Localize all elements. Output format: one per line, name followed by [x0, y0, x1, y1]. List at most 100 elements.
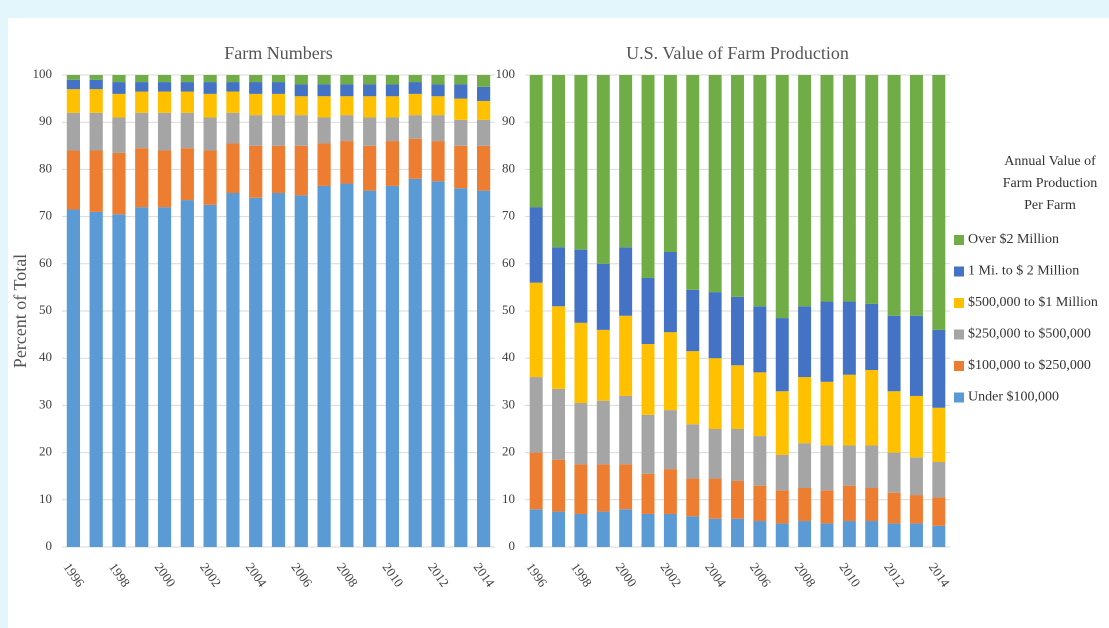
y-axis-label: Percent of Total [10, 254, 30, 368]
bar-segment [363, 117, 377, 146]
bar-segment [574, 75, 588, 250]
x-tick-label: 2000 [152, 560, 179, 590]
bar-segment [775, 490, 789, 524]
bar-segment [317, 84, 331, 97]
bar-segment [385, 75, 400, 85]
bar-segment [317, 96, 331, 118]
bar-segment [454, 119, 468, 146]
bar-segment [932, 525, 946, 547]
bar-segment [820, 490, 834, 524]
bar-segment [157, 82, 172, 92]
bar-segment [909, 457, 923, 496]
y-tick-label: 0 [46, 538, 53, 553]
bar-segment [340, 96, 354, 116]
bar-segment [135, 75, 149, 83]
bar-segment [385, 84, 400, 97]
y-tick-label: 50 [502, 302, 515, 317]
page: Farm Numbers Percent of Total 0 10 20 30 40 50 6… [8, 18, 1109, 628]
y-tick-label: 70 [502, 208, 515, 223]
bar-segment [909, 395, 923, 458]
legend-label: $250,000 to $500,000 [968, 327, 1091, 342]
bar-segment [708, 429, 722, 479]
bar-segment [363, 190, 377, 547]
legend-label: $500,000 to $1 Million [968, 295, 1098, 310]
bar-segment [529, 75, 543, 208]
y-tick-label: 60 [39, 255, 52, 270]
bar-segment [731, 480, 744, 519]
bar-segment [932, 462, 946, 498]
legend-swatch [954, 298, 964, 308]
x-tick-label: 2014 [471, 560, 498, 590]
bar-segment [294, 115, 308, 146]
bar-segment [476, 86, 491, 101]
bar-segment [529, 452, 543, 510]
bar-segment [842, 75, 856, 302]
bar-segment [89, 150, 103, 212]
x-tick-label: 2008 [792, 560, 819, 590]
legend-swatch [954, 392, 964, 403]
bar-segment [641, 75, 655, 278]
bar-segment [340, 141, 354, 184]
bar-segment [596, 75, 610, 264]
bar-segment [408, 93, 422, 116]
chart-title: U.S. Value of Farm Production [626, 43, 849, 63]
bar-segment [574, 464, 588, 514]
bar-segment [708, 518, 722, 547]
bar-segment [842, 301, 856, 375]
x-tick-label: 2006 [747, 560, 774, 590]
bar-segment [753, 436, 767, 486]
bar-segment [552, 75, 566, 248]
x-tick-label: 2014 [926, 560, 953, 590]
x-tick-label: 1998 [106, 560, 133, 590]
bar-segment [226, 82, 240, 92]
bar-segment [157, 150, 172, 208]
bar-segment [574, 403, 588, 465]
bar-segment [909, 495, 923, 524]
bar-segment [663, 332, 677, 411]
bar-segment [619, 75, 633, 248]
y-tick-label: 50 [39, 302, 52, 317]
bar-segment [112, 117, 126, 153]
bar-segment [294, 84, 308, 97]
bar-segment [112, 75, 126, 83]
bar-segment [641, 277, 655, 345]
bar-segment [385, 117, 400, 142]
bar-segment [686, 75, 700, 290]
x-tick-label: 1998 [568, 560, 595, 590]
bar-segment [135, 207, 149, 547]
bar-segment [798, 377, 812, 444]
bar-segment [476, 100, 491, 120]
x-tick-label: 2012 [881, 560, 908, 590]
bar-segment [775, 75, 789, 319]
bar-segment [454, 75, 468, 85]
bar-segment [317, 117, 331, 144]
y-tick-label: 70 [39, 208, 52, 223]
bar-segment [476, 75, 491, 87]
bar-segment [226, 75, 240, 83]
bar-segment [271, 193, 286, 547]
bar-segment [865, 75, 879, 304]
bar-segment [454, 188, 468, 547]
bar-segment [820, 523, 834, 547]
x-tick-label: 1996 [60, 560, 87, 590]
bar-segment [249, 75, 263, 83]
bar-segment [865, 488, 879, 522]
bar-segment [385, 141, 400, 186]
bar-segment [89, 75, 103, 80]
legend-swatch [954, 235, 964, 245]
bar-segment [865, 303, 879, 370]
legend-label: Under $100,000 [968, 390, 1059, 405]
bar-segment [887, 391, 901, 453]
bar-segment [66, 79, 81, 90]
chart: Farm Numbers Percent of Total 0 10 20 30 40 50 6… [10, 43, 1098, 590]
bar-segment [408, 75, 422, 83]
bar-segment [180, 112, 194, 149]
bar-segment [317, 75, 331, 85]
bar-segment [66, 75, 81, 80]
bar-segment [686, 478, 700, 517]
bar-segment [753, 372, 767, 437]
x-tick-label: 2012 [425, 560, 452, 590]
bar-segment [431, 75, 445, 85]
bar-segment [180, 200, 194, 547]
bar-segment [340, 183, 354, 547]
